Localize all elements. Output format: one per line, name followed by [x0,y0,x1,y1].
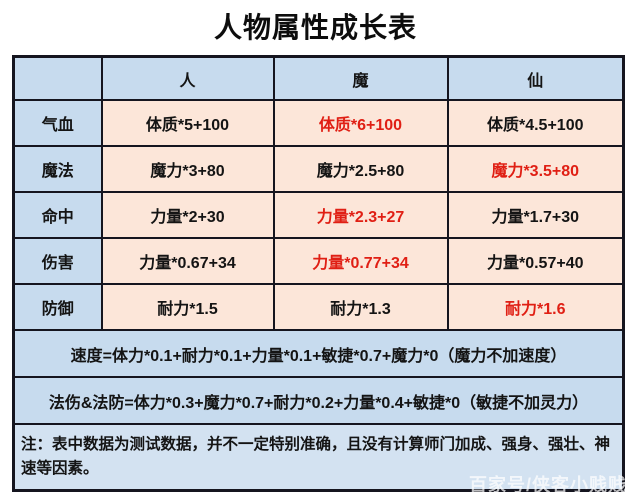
table-row-accuracy: 命中 力量*2+30 力量*2.3+27 力量*1.7+30 [12,191,625,239]
cell-defense-human: 耐力*1.5 [100,283,275,331]
cell-magic-immortal: 魔力*3.5+80 [446,145,625,193]
row-label-hp: 气血 [12,99,103,147]
magic-formula-row: 法伤&法防=体力*0.3+魔力*0.7+耐力*0.2+力量*0.4+敏捷*0（敏… [12,376,625,425]
cell-damage-immortal: 力量*0.57+40 [446,237,625,285]
header-human: 人 [100,55,275,101]
footnote-text: 注：表中数据为测试数据，并不一定特别准确，且没有计算师门加成、强身、强壮、神速等… [12,423,625,492]
cell-damage-demon: 力量*0.77+34 [272,237,449,285]
header-demon: 魔 [272,55,449,101]
cell-damage-human: 力量*0.67+34 [100,237,275,285]
cell-hp-human: 体质*5+100 [100,99,275,147]
header-immortal: 仙 [446,55,625,101]
attribute-growth-table: 人 魔 仙 气血 体质*5+100 体质*6+100 体质*4.5+100 魔法… [12,55,625,492]
cell-accuracy-immortal: 力量*1.7+30 [446,191,625,239]
row-label-defense: 防御 [12,283,103,331]
speed-formula-row: 速度=体力*0.1+耐力*0.1+力量*0.1+敏捷*0.7+魔力*0（魔力不加… [12,329,625,378]
cell-defense-immortal: 耐力*1.6 [446,283,625,331]
row-label-damage: 伤害 [12,237,103,285]
cell-magic-human: 魔力*3+80 [100,145,275,193]
cell-hp-immortal: 体质*4.5+100 [446,99,625,147]
table-row-damage: 伤害 力量*0.67+34 力量*0.77+34 力量*0.57+40 [12,237,625,285]
row-label-magic: 魔法 [12,145,103,193]
cell-defense-demon: 耐力*1.3 [272,283,449,331]
cell-accuracy-demon: 力量*2.3+27 [272,191,449,239]
table-row-defense: 防御 耐力*1.5 耐力*1.3 耐力*1.6 [12,283,625,331]
cell-magic-demon: 魔力*2.5+80 [272,145,449,193]
cell-accuracy-human: 力量*2+30 [100,191,275,239]
table-header-row: 人 魔 仙 [12,55,625,101]
cell-hp-demon: 体质*6+100 [272,99,449,147]
footnote-row: 注：表中数据为测试数据，并不一定特别准确，且没有计算师门加成、强身、强壮、神速等… [12,423,625,492]
header-corner-cell [12,55,103,101]
table-row-magic: 魔法 魔力*3+80 魔力*2.5+80 魔力*3.5+80 [12,145,625,193]
table-row-hp: 气血 体质*5+100 体质*6+100 体质*4.5+100 [12,99,625,147]
speed-formula-text: 速度=体力*0.1+耐力*0.1+力量*0.1+敏捷*0.7+魔力*0（魔力不加… [12,329,625,378]
magic-formula-text: 法伤&法防=体力*0.3+魔力*0.7+耐力*0.2+力量*0.4+敏捷*0（敏… [12,376,625,425]
row-label-accuracy: 命中 [12,191,103,239]
page-title: 人物属性成长表 [213,12,417,43]
